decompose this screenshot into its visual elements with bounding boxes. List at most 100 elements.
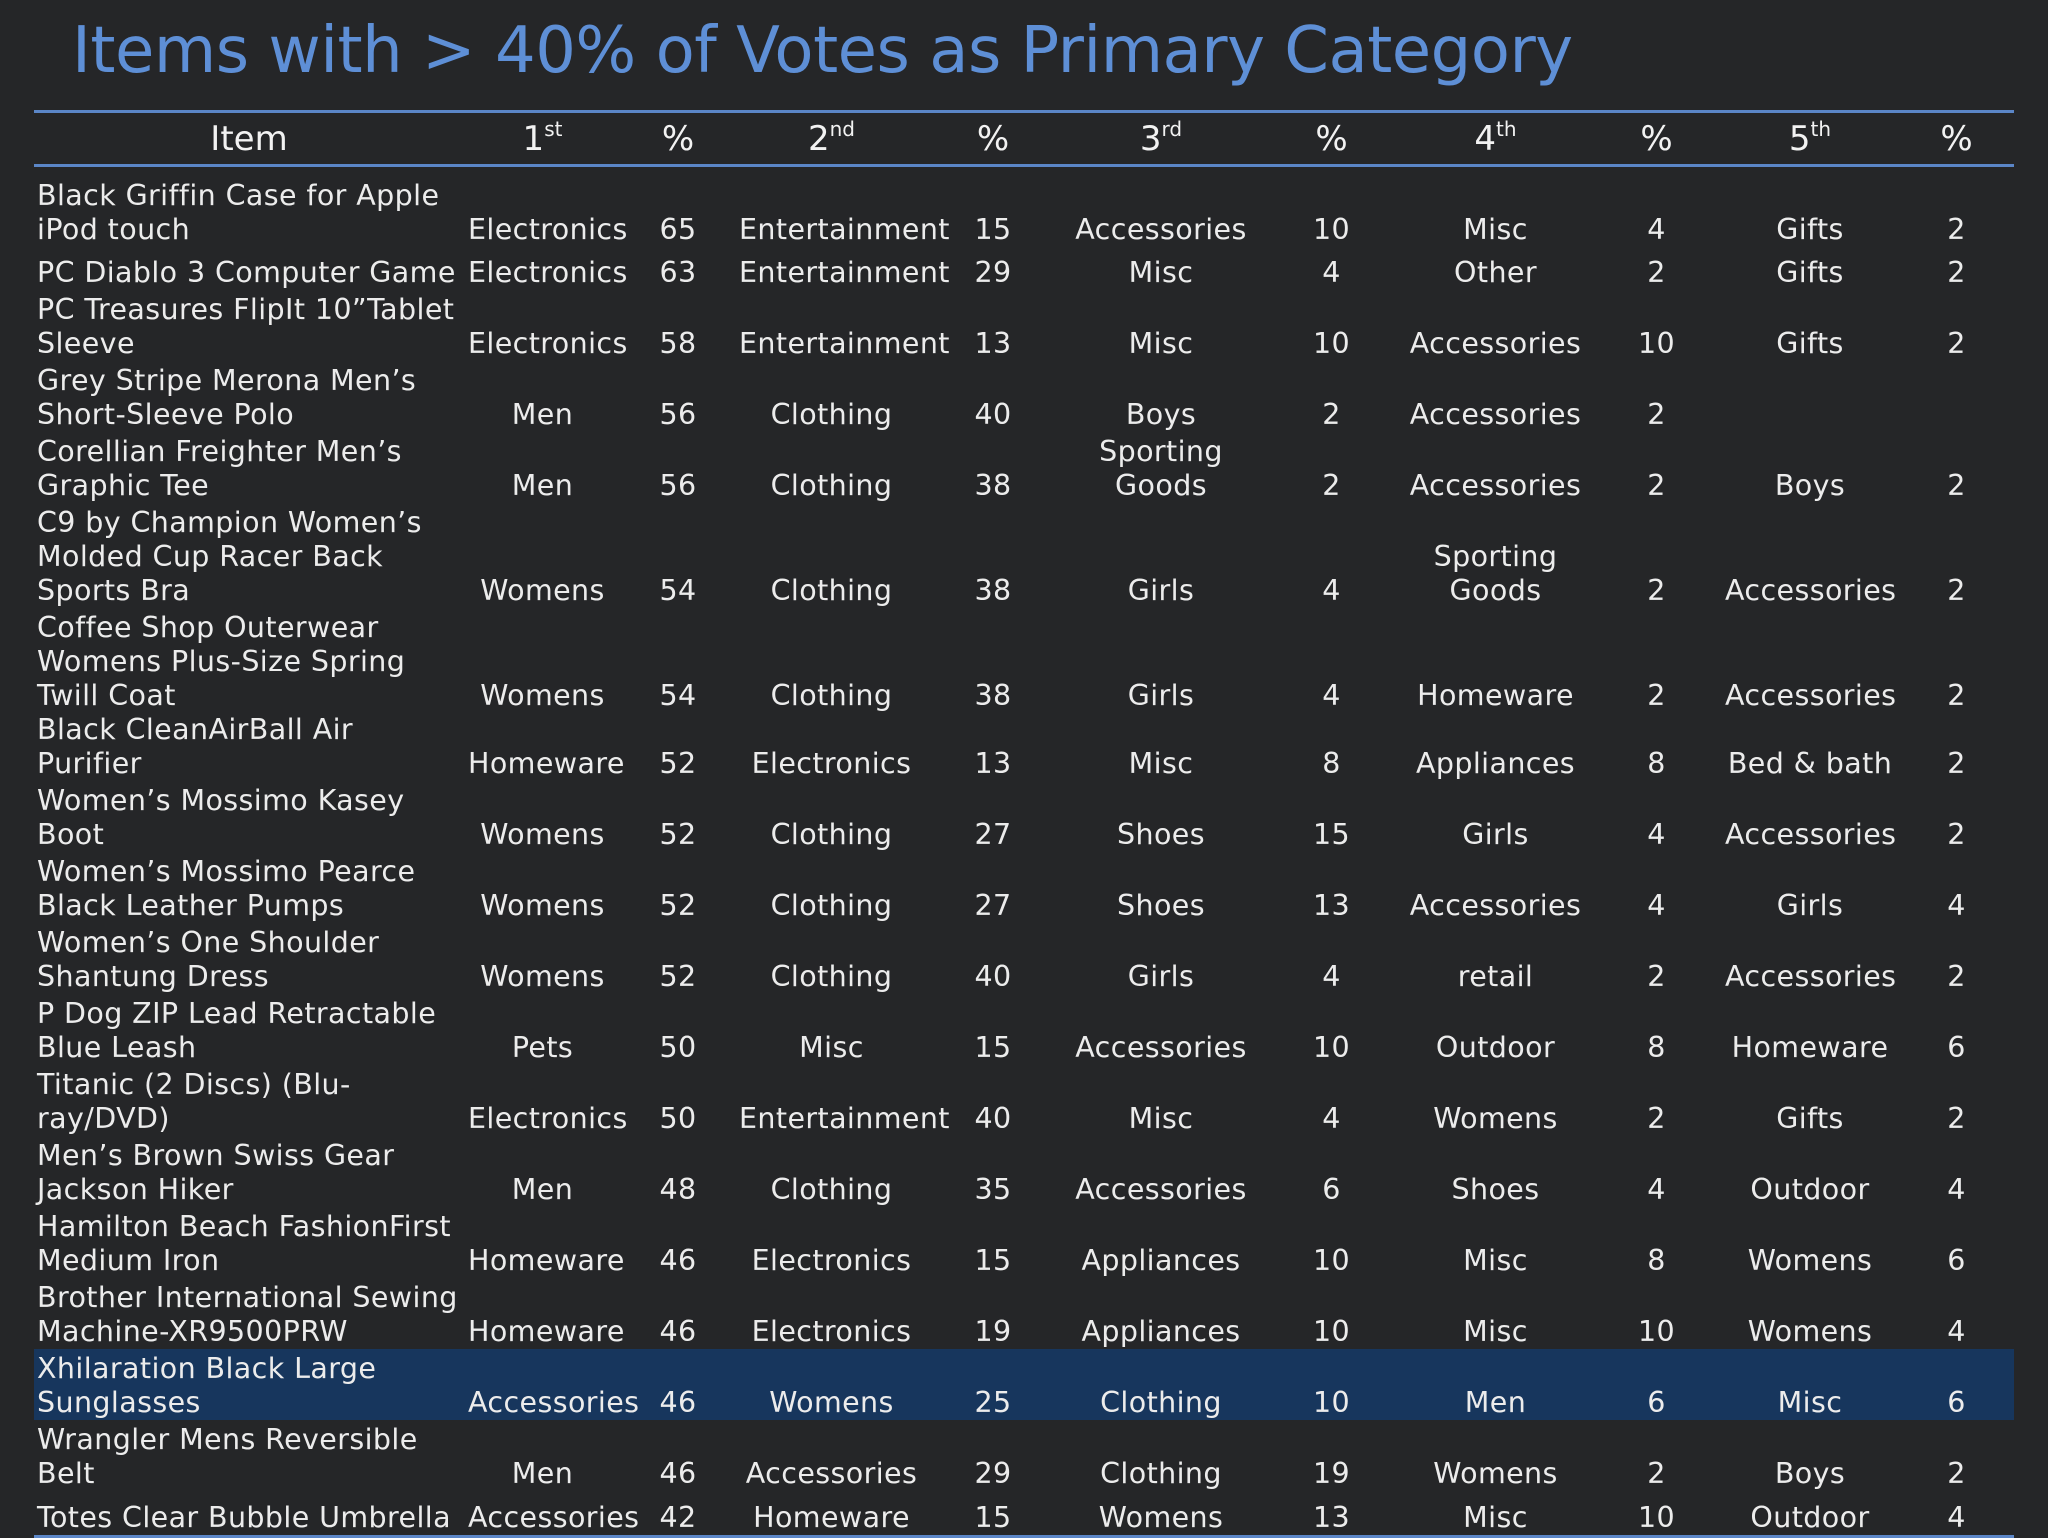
second-category-cell: Clothing	[770, 960, 893, 993]
fifth-category-cell: Gifts	[1776, 1102, 1844, 1135]
table-row: Women’s Mossimo Kasey Boot Womens 52 Clothi…	[34, 781, 2014, 852]
fourth-pct-cell: 2	[1647, 1102, 1666, 1135]
item-name-cell: Black Griffin Case for Apple iPod touch	[37, 179, 440, 246]
fifth-pct-cell: 2	[1947, 574, 1966, 607]
third-category-cell: Misc	[1128, 747, 1194, 780]
first-pct-cell: 52	[659, 960, 697, 993]
fourth-pct-cell: 4	[1647, 213, 1666, 246]
first-pct-cell: 63	[659, 256, 697, 289]
second-pct-cell: 15	[974, 1031, 1012, 1064]
fourth-pct-cell: 4	[1647, 818, 1666, 851]
second-category-cell: Entertainment	[739, 327, 950, 360]
first-pct-cell: 52	[659, 747, 697, 780]
table-row: Black Griffin Case for Apple iPod touch E…	[34, 167, 2014, 247]
fourth-pct-cell: 8	[1647, 747, 1666, 780]
first-pct-cell: 50	[659, 1102, 697, 1135]
second-pct-cell: 25	[928, 1349, 1058, 1420]
second-category-cell: Clothing	[770, 469, 893, 502]
fifth-pct-cell: 4	[1947, 889, 1966, 922]
first-category-cell: Pets	[511, 1031, 574, 1064]
first-category-cell: Womens	[480, 960, 605, 993]
third-category-cell: Clothing	[1100, 1457, 1222, 1490]
item-name-cell: Women’s Mossimo Kasey Boot	[37, 784, 405, 851]
second-pct-cell: 19	[974, 1315, 1012, 1348]
fourth-pct-cell: 2	[1647, 574, 1666, 607]
fifth-category-cell: Gifts	[1776, 256, 1844, 289]
col-header-4th: 4th	[1474, 116, 1517, 159]
table-row: Xhilaration Black Large Sunglasses Access…	[34, 1349, 2014, 1420]
item-name-cell: Wrangler Mens Reversible Belt	[37, 1423, 418, 1490]
fourth-pct-cell: 8	[1647, 1244, 1666, 1277]
third-pct-cell: 10	[1312, 1031, 1351, 1064]
fourth-category-cell: Accessories	[1409, 889, 1582, 922]
fifth-category-cell: Womens	[1747, 1244, 1873, 1277]
first-pct-cell: 46	[621, 1349, 735, 1420]
third-pct-cell: 2	[1322, 469, 1341, 502]
third-pct-cell: 10	[1312, 1244, 1351, 1277]
fifth-pct-cell: 2	[1947, 1102, 1966, 1135]
second-category-cell: Womens	[735, 1349, 928, 1420]
second-category-cell: Clothing	[770, 679, 893, 712]
item-name-cell: Titanic (2 Discs) (Blu-ray/DVD)	[37, 1068, 351, 1135]
fourth-category-cell: Accessories	[1409, 469, 1582, 502]
fourth-category-cell: Womens	[1433, 1457, 1558, 1490]
fifth-category-cell: Outdoor	[1750, 1173, 1870, 1206]
first-category-cell: Accessories	[468, 1501, 640, 1534]
first-pct-cell: 54	[659, 679, 697, 712]
fourth-category-cell: Homeware	[1417, 679, 1574, 712]
second-pct-cell: 38	[974, 469, 1012, 502]
fourth-category-cell: Outdoor	[1435, 1031, 1556, 1064]
third-category-cell: Misc	[1128, 1102, 1194, 1135]
first-category-cell: Electronics	[468, 1102, 628, 1135]
fourth-pct-cell: 4	[1647, 889, 1666, 922]
fifth-pct-cell: 2	[1947, 818, 1966, 851]
fourth-category-cell: Misc	[1463, 213, 1528, 246]
fourth-pct-cell: 2	[1647, 960, 1666, 993]
table-row: Black CleanAirBall Air Purifier Homeware 5…	[34, 713, 2014, 781]
fourth-category-cell: Accessories	[1409, 398, 1582, 431]
second-pct-cell: 29	[974, 256, 1012, 289]
third-pct-cell: 6	[1322, 1173, 1341, 1206]
col-header-pct-3: %	[1315, 118, 1348, 159]
second-pct-cell: 35	[974, 1173, 1012, 1206]
fifth-pct-cell: 6	[1947, 1031, 1966, 1064]
first-category-cell: Accessories	[464, 1349, 639, 1420]
second-category-cell: Electronics	[751, 1244, 912, 1277]
fifth-pct-cell: 2	[1947, 747, 1966, 780]
fifth-category-cell: Womens	[1747, 1315, 1873, 1348]
second-category-cell: Clothing	[770, 889, 893, 922]
first-category-cell: Men	[511, 1457, 574, 1490]
fifth-category-cell: Outdoor	[1750, 1501, 1870, 1534]
fifth-category-cell: Misc	[1721, 1349, 1899, 1420]
first-category-cell: Womens	[480, 679, 605, 712]
fourth-pct-cell: 10	[1637, 327, 1676, 360]
fifth-category-cell: Accessories	[1725, 679, 1897, 712]
second-category-cell: Entertainment	[739, 256, 950, 289]
fifth-category-cell	[1721, 361, 1899, 432]
third-category-cell: Boys	[1125, 398, 1197, 431]
third-pct-cell: 2	[1322, 398, 1341, 431]
third-category-cell: Accessories	[1075, 213, 1247, 246]
first-category-cell: Homeware	[468, 747, 625, 780]
item-name-cell: Black CleanAirBall Air Purifier	[37, 713, 354, 780]
third-pct-cell: 4	[1322, 574, 1341, 607]
third-category-cell: Accessories	[1075, 1173, 1247, 1206]
first-pct-cell: 56	[659, 469, 697, 502]
col-header-2nd: 2nd	[807, 116, 855, 159]
item-name-cell: PC Diablo 3 Computer Game	[37, 256, 456, 289]
second-category-cell: Clothing	[770, 574, 893, 607]
fifth-pct-cell: 2	[1947, 469, 1966, 502]
first-pct-cell: 52	[659, 818, 697, 851]
fifth-pct-cell: 4	[1947, 1501, 1966, 1534]
third-category-cell: Womens	[1098, 1501, 1224, 1534]
first-pct-cell: 65	[659, 213, 697, 246]
item-name-cell: C9 by Champion Women’s Molded Cup Racer …	[37, 506, 422, 607]
table-row: Women’s Mossimo Pearce Black Leather Pum…	[34, 852, 2014, 923]
item-name-cell: PC Treasures FlipIt 10”Tablet Sleeve	[37, 293, 455, 360]
table-row: Corellian Freighter Men’s Graphic Tee Men…	[34, 432, 2014, 503]
table-row: Coffee Shop Outerwear Womens Plus-Size S…	[34, 608, 2014, 713]
fourth-category-cell: retail	[1457, 960, 1534, 993]
second-pct-cell: 38	[974, 679, 1012, 712]
fourth-pct-cell: 2	[1647, 398, 1666, 431]
third-category-cell: Shoes	[1117, 818, 1205, 851]
